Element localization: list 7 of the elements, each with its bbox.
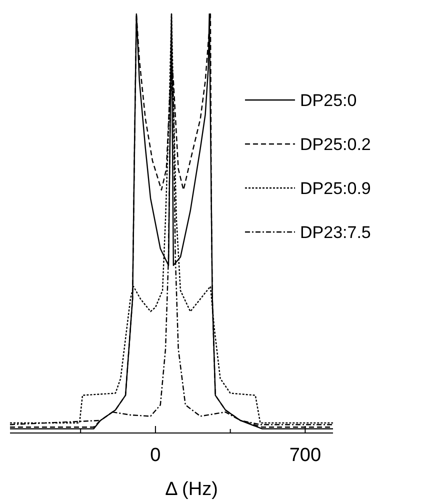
legend-label: DP25:0 [300, 91, 357, 110]
x-tick-label: 0 [150, 445, 161, 466]
x-axis-title: Δ (Hz) [165, 479, 218, 500]
legend-label: DP25:0.2 [300, 135, 371, 154]
legend-label: DP25:0.9 [300, 179, 371, 198]
legend-label: DP23:7.5 [300, 223, 371, 242]
x-tick-label: 700 [289, 445, 322, 466]
